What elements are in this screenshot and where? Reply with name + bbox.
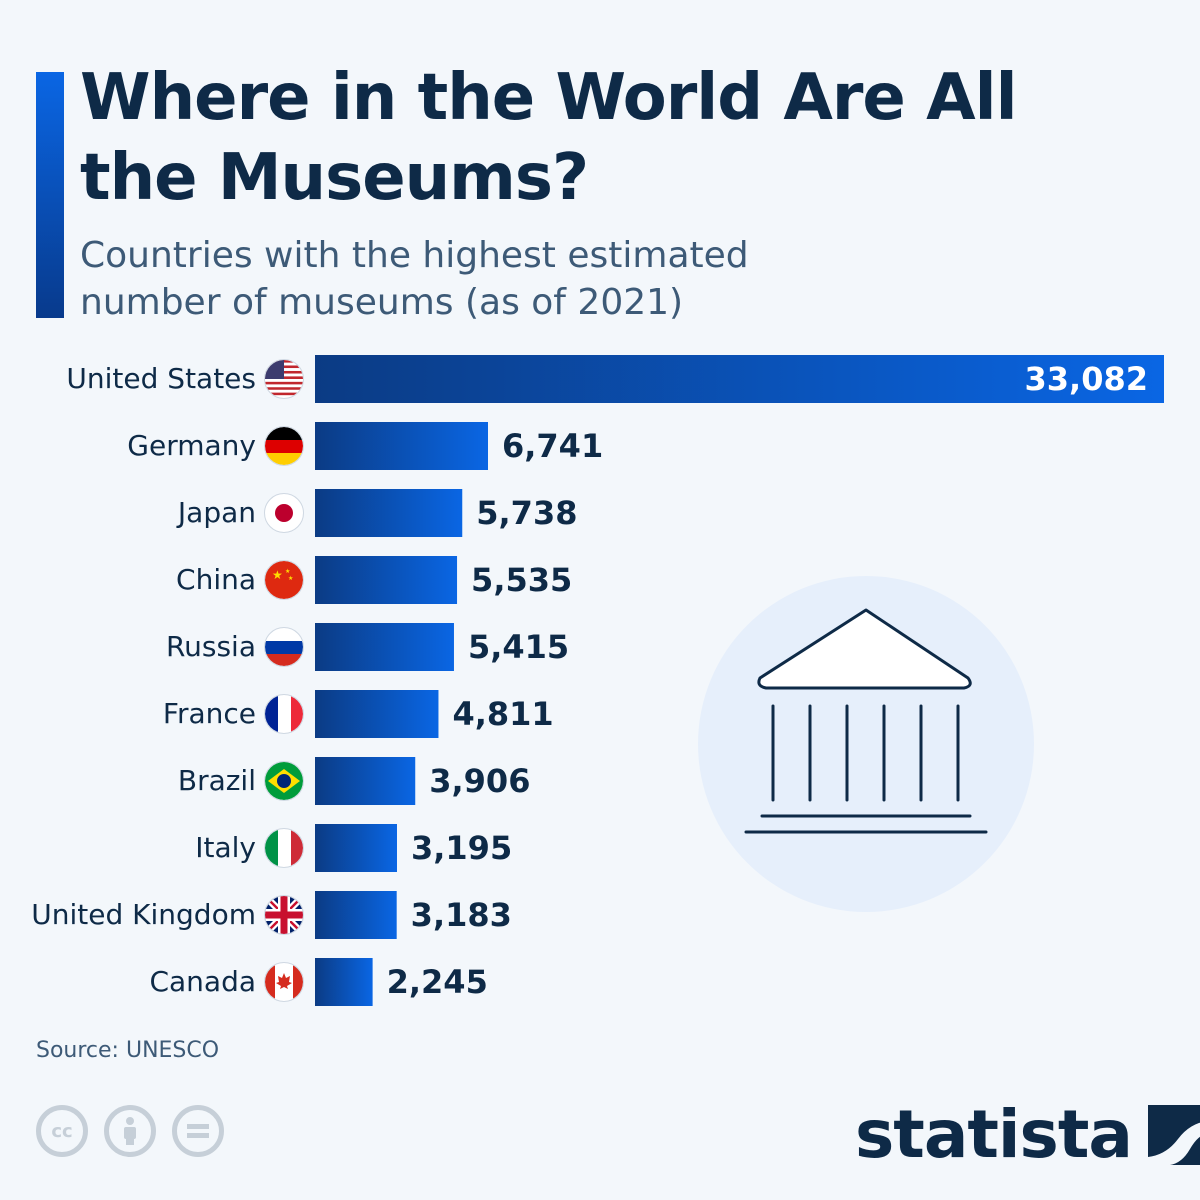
bar-row: United States 33,082 — [66, 355, 1164, 403]
category-label: Italy — [195, 831, 256, 864]
category-label: Canada — [149, 965, 256, 998]
category-label: United Kingdom — [31, 898, 256, 931]
bar-chart: United States 33,082 Germany 6,741 Japan 5,73… — [31, 355, 1164, 1006]
uk-flag-icon — [264, 895, 304, 935]
no-derivatives-icon[interactable] — [172, 1105, 224, 1157]
accent-bar — [36, 72, 64, 318]
france-flag-icon — [264, 694, 304, 734]
bar — [315, 556, 458, 604]
bar — [315, 623, 454, 671]
brazil-flag-icon — [264, 761, 304, 801]
value-label: 33,082 — [1025, 360, 1148, 398]
svg-text:★: ★ — [288, 575, 293, 582]
attribution-icon[interactable] — [104, 1105, 156, 1157]
value-label: 5,535 — [471, 561, 572, 599]
category-label: Germany — [127, 429, 256, 462]
bar-row: Japan 5,738 — [176, 489, 577, 537]
value-label: 5,415 — [468, 628, 569, 666]
russia-flag-icon — [264, 627, 304, 667]
value-label: 3,195 — [411, 829, 512, 867]
category-label: United States — [66, 362, 256, 395]
statista-mark-icon — [1147, 1105, 1200, 1165]
bar — [315, 891, 397, 939]
bar-row: Brazil 3,906 — [178, 757, 530, 805]
license-icons: cc — [36, 1105, 224, 1157]
value-label: 4,811 — [452, 695, 553, 733]
value-label: 3,906 — [429, 762, 530, 800]
value-label: 5,738 — [476, 494, 577, 532]
bar — [315, 422, 488, 470]
bar-row: France 4,811 — [163, 690, 554, 738]
us-flag-icon — [264, 359, 304, 399]
statista-logo[interactable]: statista — [855, 1095, 1200, 1175]
museum-building-icon — [744, 608, 988, 834]
china-flag-icon: ★ ★★ — [264, 560, 304, 600]
bar-row: Germany 6,741 — [127, 422, 603, 470]
bar — [315, 690, 439, 738]
bar-row: China ★ ★★ 5,535 — [176, 556, 572, 604]
japan-flag-icon — [264, 493, 304, 533]
bar-row: United Kingdom 3,183 — [31, 891, 512, 939]
category-label: China — [176, 563, 256, 596]
bar-row: Russia 5,415 — [166, 623, 569, 671]
category-label: Brazil — [178, 764, 256, 797]
bar-row: Italy 3,195 — [195, 824, 512, 872]
value-label: 3,183 — [411, 896, 512, 934]
bar — [315, 355, 1164, 403]
bar — [315, 958, 373, 1006]
cc-icon[interactable]: cc — [36, 1105, 88, 1157]
value-label: 2,245 — [387, 963, 488, 1001]
value-label: 6,741 — [502, 427, 603, 465]
bar — [315, 757, 416, 805]
bar-row: Canada 2,245 — [149, 958, 488, 1006]
svg-text:★: ★ — [285, 568, 290, 575]
bar — [315, 824, 397, 872]
chart-title: Where in the World Are All the Museums? — [80, 61, 1018, 215]
chart-subtitle: Countries with the highest estimated num… — [80, 235, 749, 323]
museum-illustration — [696, 574, 1036, 918]
category-label: Russia — [166, 630, 256, 663]
source-note: Source: UNESCO — [36, 1038, 220, 1063]
italy-flag-icon — [264, 828, 304, 868]
svg-text:★: ★ — [272, 568, 283, 582]
bar — [315, 489, 463, 537]
category-label: France — [163, 697, 256, 730]
germany-flag-icon — [264, 426, 304, 466]
category-label: Japan — [176, 496, 256, 529]
illustration-circle — [698, 576, 1034, 912]
canada-flag-icon — [264, 962, 304, 1002]
brand-wordmark: statista — [855, 1096, 1133, 1173]
